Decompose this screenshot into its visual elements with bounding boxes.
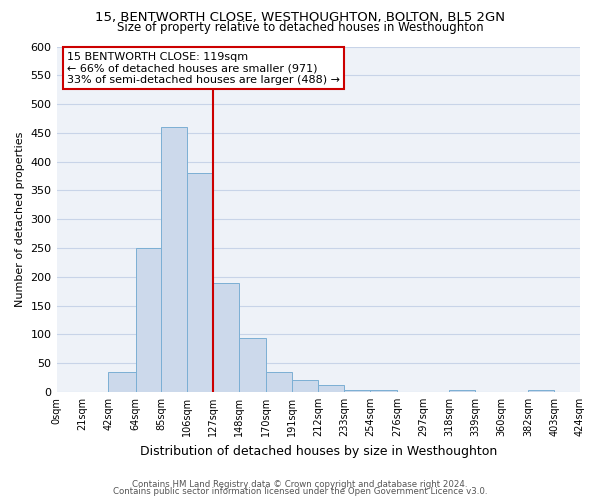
Bar	[318, 385, 344, 392]
Bar	[239, 338, 266, 392]
Bar	[136, 248, 161, 392]
Bar	[292, 380, 318, 392]
Text: Size of property relative to detached houses in Westhoughton: Size of property relative to detached ho…	[116, 22, 484, 35]
X-axis label: Distribution of detached houses by size in Westhoughton: Distribution of detached houses by size …	[140, 444, 497, 458]
Bar	[266, 372, 292, 392]
Text: 15 BENTWORTH CLOSE: 119sqm
← 66% of detached houses are smaller (971)
33% of sem: 15 BENTWORTH CLOSE: 119sqm ← 66% of deta…	[67, 52, 340, 85]
Bar	[161, 127, 187, 392]
Bar	[109, 372, 136, 392]
Text: 15, BENTWORTH CLOSE, WESTHOUGHTON, BOLTON, BL5 2GN: 15, BENTWORTH CLOSE, WESTHOUGHTON, BOLTO…	[95, 11, 505, 24]
Bar	[528, 390, 554, 392]
Text: Contains public sector information licensed under the Open Government Licence v3: Contains public sector information licen…	[113, 487, 487, 496]
Text: Contains HM Land Registry data © Crown copyright and database right 2024.: Contains HM Land Registry data © Crown c…	[132, 480, 468, 489]
Bar	[214, 282, 239, 392]
Bar	[449, 390, 475, 392]
Bar	[187, 173, 214, 392]
Bar	[370, 390, 397, 392]
Y-axis label: Number of detached properties: Number of detached properties	[15, 132, 25, 307]
Bar	[344, 390, 370, 392]
